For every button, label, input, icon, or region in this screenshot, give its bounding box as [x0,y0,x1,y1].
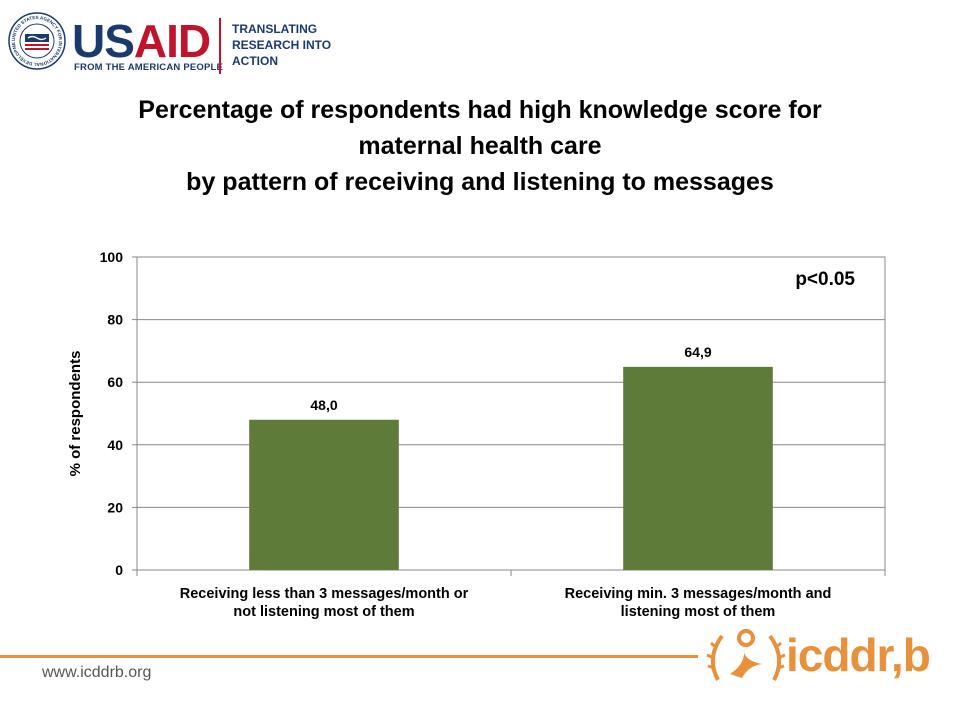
footer-divider [0,655,698,658]
x-tick-label: not listening most of them [233,604,414,620]
bar [249,419,399,570]
bar-chart: 0 20 40 60 80 100 % of respondents 48,0 Receivin… [67,249,886,620]
data-label: 64,9 [684,344,711,360]
usaid-tagline: FROM THE AMERICAN PEOPLE [74,62,224,73]
x-tick-label: Receiving min. 3 messages/month and [565,586,832,602]
y-tick-label: 20 [107,499,123,515]
partner-name: TRANSLATING RESEARCH INTO ACTION [232,22,332,68]
x-tick-label: listening most of them [621,604,776,620]
data-label: 48,0 [310,397,337,413]
y-tick-label: 100 [100,249,124,265]
y-tick-label: 60 [107,374,123,390]
y-tick-label: 0 [115,562,123,578]
x-tick-label: Receiving less than 3 messages/month or [180,586,469,602]
icddrb-emblem-icon [706,629,786,681]
header-divider [219,18,221,74]
title-line-2: maternal health care [358,132,602,160]
icddrb-wordmark: icddr,b [786,629,931,681]
title-line-1: Percentage of respondents had high knowl… [138,96,822,124]
title-line-3: by pattern of receiving and listening to… [186,168,774,196]
p-value-annotation: p<0.05 [795,269,855,290]
chart-title: Percentage of respondents had high knowl… [20,92,940,200]
usaid-seal-icon: UNITED STATES AGENCY FOR INTERNATIONAL D… [8,12,66,70]
bar [623,366,773,570]
footer-url: www.icddrb.org [42,664,152,681]
header: UNITED STATES AGENCY FOR INTERNATIONAL D… [0,0,960,90]
y-tick-label: 40 [107,437,123,453]
y-tick-label: 80 [107,312,123,328]
y-axis-label: % of respondents [67,351,84,477]
usaid-wordmark: USAID [72,15,211,67]
